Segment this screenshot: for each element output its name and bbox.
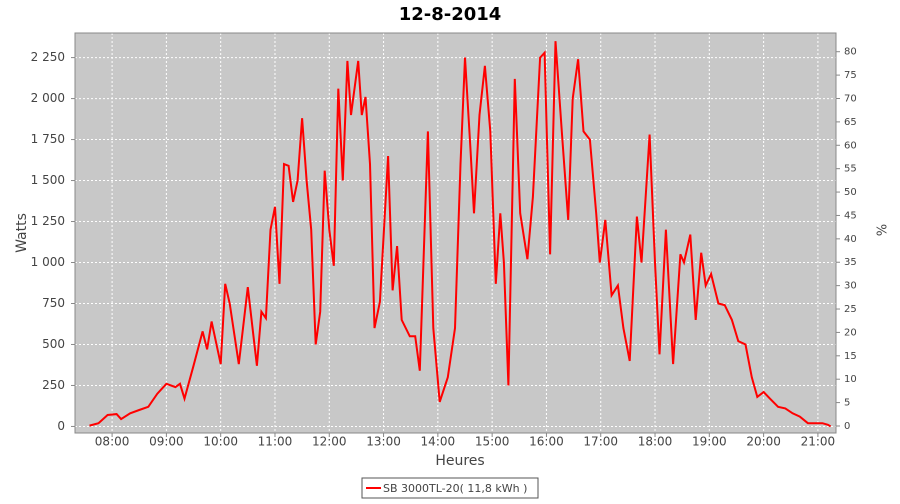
x-tick-label: 17:00 xyxy=(583,435,618,449)
y2-tick-label: 50 xyxy=(844,187,857,198)
y2-axis-label: % xyxy=(873,224,888,236)
x-tick-label: 20:00 xyxy=(746,435,781,449)
y2-tick-label: 0 xyxy=(844,421,850,432)
y-tick-label: 250 xyxy=(42,378,65,392)
y2-tick-label: 15 xyxy=(844,351,857,362)
line-series xyxy=(89,41,832,428)
y2-tick-label: 55 xyxy=(844,164,857,175)
legend-label: SB 3000TL-20( 11,8 kWh ) xyxy=(383,482,527,495)
x-tick-label: 11:00 xyxy=(258,435,293,449)
y2-tick-label: 10 xyxy=(844,374,857,385)
y2-tick-label: 20 xyxy=(844,327,857,338)
y-tick-label: 1 750 xyxy=(31,132,65,146)
y-tick-label: 500 xyxy=(42,337,65,351)
y2-tick-label: 80 xyxy=(844,47,857,58)
y-tick-label: 750 xyxy=(42,296,65,310)
x-tick-label: 10:00 xyxy=(203,435,238,449)
y-tick-label: 1 250 xyxy=(31,214,65,228)
chart-title: 12-8-2014 xyxy=(399,4,502,25)
x-tick-label: 08:00 xyxy=(95,435,130,449)
x-tick-label: 13:00 xyxy=(366,435,401,449)
y2-tick-label: 35 xyxy=(844,257,857,268)
y-tick-label: 2 000 xyxy=(31,91,65,105)
x-tick-label: 19:00 xyxy=(692,435,727,449)
x-tick-label: 21:00 xyxy=(801,435,836,449)
y2-tick-label: 30 xyxy=(844,281,857,292)
y-tick-label: 1 500 xyxy=(31,173,65,187)
y-tick-label: 1 000 xyxy=(31,255,65,269)
x-tick-label: 12:00 xyxy=(312,435,347,449)
plot-area xyxy=(74,32,837,434)
y2-tick-label: 45 xyxy=(844,210,857,221)
legend-box xyxy=(361,477,539,499)
y2-tick-label: 65 xyxy=(844,117,857,128)
y2-tick-label: 40 xyxy=(844,234,857,245)
x-tick-label: 09:00 xyxy=(149,435,184,449)
x-tick-label: 14:00 xyxy=(421,435,456,449)
y2-tick-label: 60 xyxy=(844,140,857,151)
y-tick-label: 0 xyxy=(57,419,65,433)
y2-tick-label: 70 xyxy=(844,93,857,104)
x-tick-label: 15:00 xyxy=(475,435,510,449)
y2-tick-label: 5 xyxy=(844,398,850,409)
plot-area xyxy=(74,32,837,434)
y2-tick-label: 75 xyxy=(844,70,857,81)
x-axis-label: Heures xyxy=(435,453,484,469)
y2-tick-label: 25 xyxy=(844,304,857,315)
x-tick-label: 18:00 xyxy=(638,435,673,449)
y-axis-label: Watts xyxy=(14,213,30,253)
x-tick-label: 16:00 xyxy=(529,435,564,449)
y-tick-label: 2 250 xyxy=(31,50,65,64)
